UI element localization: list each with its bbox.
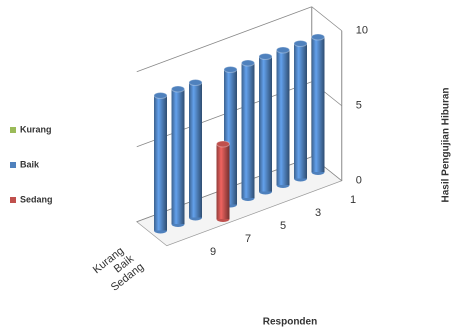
- bar-top: [293, 40, 308, 47]
- bar: [294, 43, 307, 179]
- bar: [154, 95, 167, 231]
- y-tick-label: 0: [356, 175, 362, 187]
- y-tick-label: 10: [356, 25, 368, 37]
- bar-top: [258, 53, 273, 60]
- bar-top: [241, 59, 255, 67]
- legend-swatch: [10, 127, 16, 133]
- grid-line: [136, 6, 312, 73]
- x-tick-label: 5: [280, 220, 286, 232]
- bar-top: [153, 92, 168, 99]
- bar-top: [188, 79, 203, 86]
- x-tick-label: 3: [315, 207, 321, 219]
- x-tick-label: 1: [350, 194, 356, 206]
- bar: [311, 37, 325, 172]
- legend-label: Baik: [20, 159, 40, 169]
- legend-label: Sedang: [20, 194, 53, 204]
- legend-swatch: [10, 162, 16, 168]
- bar: [216, 144, 230, 219]
- y-axis-title: Hasil Pengujian Hiburan: [441, 87, 452, 202]
- bar-top: [223, 66, 238, 73]
- bar-top: [171, 85, 185, 93]
- bar-top: [276, 46, 290, 54]
- bar: [241, 63, 255, 198]
- bar: [259, 56, 272, 192]
- x-tick-label: 9: [210, 246, 216, 258]
- legend-label: Kurang: [20, 124, 52, 134]
- bar-top: [311, 33, 325, 41]
- bar: [189, 82, 202, 218]
- bar: [171, 89, 185, 224]
- y-tick-label: 5: [356, 100, 362, 112]
- grid-line: [311, 6, 342, 32]
- floor: [136, 156, 343, 247]
- bar-top: [216, 140, 230, 148]
- bar: [276, 50, 290, 185]
- x-axis-title: Responden: [263, 317, 317, 328]
- legend-swatch: [10, 197, 16, 203]
- x-tick-label: 7: [245, 233, 251, 245]
